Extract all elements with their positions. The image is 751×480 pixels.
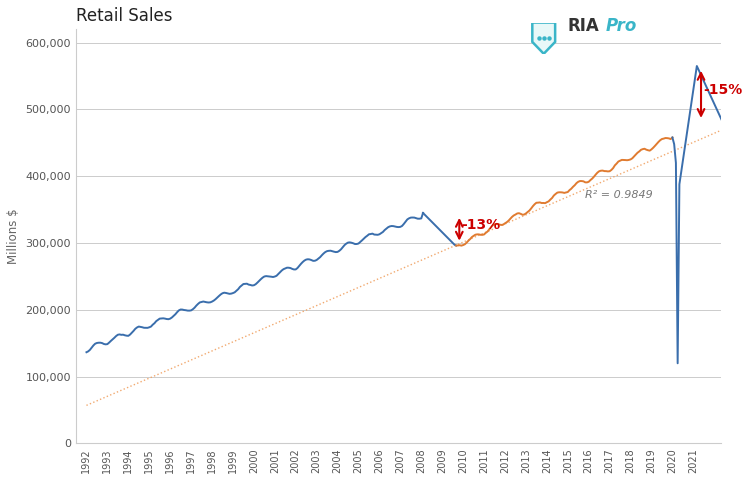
Polygon shape (532, 23, 555, 54)
Y-axis label: Millions $: Millions $ (7, 208, 20, 264)
Text: Retail Sales: Retail Sales (76, 7, 173, 25)
Text: RIA: RIA (567, 17, 599, 35)
Text: R² = 0.9849: R² = 0.9849 (584, 190, 653, 200)
Text: -13%: -13% (461, 217, 500, 231)
Text: -15%: -15% (703, 84, 742, 97)
Text: Pro: Pro (606, 17, 638, 35)
